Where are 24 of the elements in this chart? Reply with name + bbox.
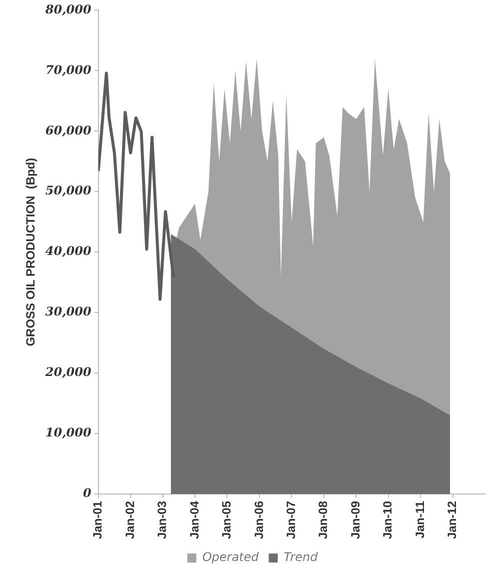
- x-tick-label: Jan-09: [348, 500, 362, 540]
- y-tick-label: 70,000: [45, 62, 92, 77]
- y-tick-label: 60,000: [45, 123, 92, 138]
- x-tick-label: Jan-11: [412, 500, 427, 538]
- y-tick-label: 50,000: [45, 184, 92, 198]
- x-tick-label: Jan-01: [90, 500, 105, 540]
- y-tick-label: 0: [82, 486, 92, 500]
- x-tick-label: Jan-04: [187, 500, 202, 540]
- x-tick-label: Jan-03: [155, 500, 170, 540]
- x-tick-label: Jan-12: [445, 500, 460, 540]
- legend-label: Operated: [202, 550, 260, 564]
- y-tick-label: 10,000: [45, 426, 92, 440]
- x-tick-label: Jan-07: [284, 500, 298, 540]
- x-tick-label: Jan-08: [316, 500, 330, 540]
- y-tick-label: 80,000: [44, 2, 92, 16]
- y-tick-label: 30,000: [45, 304, 92, 319]
- legend-label: Trend: [284, 550, 318, 564]
- x-tick-label: Jan-06: [252, 500, 266, 540]
- y-axis-title: GROSS OIL PRODUCTION (Bpd): [24, 158, 38, 346]
- x-tick-label: Jan-05: [220, 500, 234, 540]
- y-tick-label: 20,000: [44, 365, 92, 380]
- y-tick-label: 40,000: [45, 244, 92, 258]
- x-tick-label: Jan-10: [380, 500, 395, 540]
- x-tick-label: Jan-02: [122, 500, 137, 540]
